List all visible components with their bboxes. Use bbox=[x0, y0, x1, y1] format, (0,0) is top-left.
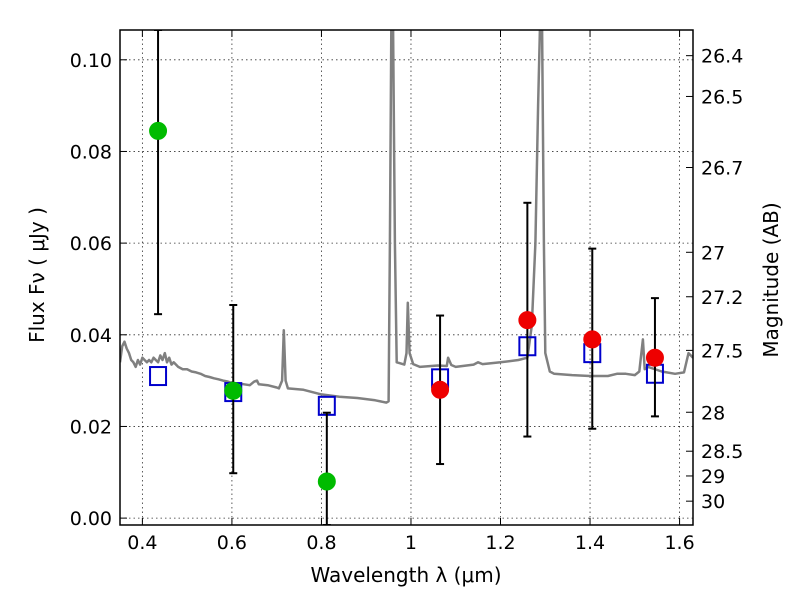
plot-frame bbox=[119, 29, 694, 526]
data-point bbox=[645, 348, 664, 367]
y-tick-label: 0.02 bbox=[70, 416, 112, 438]
spectrum-line bbox=[120, 30, 693, 404]
grid-lines bbox=[120, 30, 693, 525]
x-tick-label: 0.8 bbox=[306, 532, 336, 554]
right-tick-label: 28 bbox=[701, 402, 725, 424]
y-tick-label: 0.06 bbox=[70, 233, 112, 255]
axis-ticks: 0.4 0.6 0.8 1 1.2 1.4 1.6 0.00 0.02 0.04 0.06 0.08 0… bbox=[70, 30, 743, 554]
y-tick-label: 0.00 bbox=[70, 508, 112, 530]
data-point bbox=[583, 330, 602, 349]
y-axis-title: Flux Fν ( μJy ) bbox=[25, 207, 49, 343]
x-tick-label: 1.6 bbox=[664, 532, 694, 554]
x-tick-label: 1.2 bbox=[485, 532, 515, 554]
x-tick-label: 0.4 bbox=[127, 532, 157, 554]
y-tick-label: 0.08 bbox=[70, 141, 112, 163]
right-tick-label: 27 bbox=[701, 242, 725, 264]
data-point bbox=[518, 311, 537, 330]
x-axis-title: Wavelength λ (μm) bbox=[310, 563, 501, 587]
data-point bbox=[224, 381, 243, 400]
data-point bbox=[431, 380, 450, 399]
right-tick-label: 28.5 bbox=[701, 441, 743, 463]
data-point bbox=[317, 472, 336, 491]
x-tick-label: 1 bbox=[405, 532, 417, 554]
y-tick-label: 0.04 bbox=[70, 325, 112, 347]
right-axis-title: Magnitude (AB) bbox=[759, 202, 783, 357]
model-photometry-square bbox=[149, 366, 168, 387]
right-tick-label: 27.2 bbox=[701, 287, 743, 309]
data-point bbox=[149, 121, 168, 140]
right-tick-label: 26.7 bbox=[701, 158, 743, 180]
right-tick-label: 30 bbox=[701, 491, 725, 513]
y-tick-label: 0.10 bbox=[70, 50, 112, 72]
right-tick-label: 26.5 bbox=[701, 86, 743, 108]
right-tick-label: 29 bbox=[701, 466, 725, 488]
x-tick-label: 0.6 bbox=[217, 532, 247, 554]
x-tick-label: 1.4 bbox=[575, 532, 605, 554]
right-tick-label: 27.5 bbox=[701, 340, 743, 362]
right-tick-label: 26.4 bbox=[701, 46, 743, 68]
plot-area bbox=[120, 30, 693, 525]
